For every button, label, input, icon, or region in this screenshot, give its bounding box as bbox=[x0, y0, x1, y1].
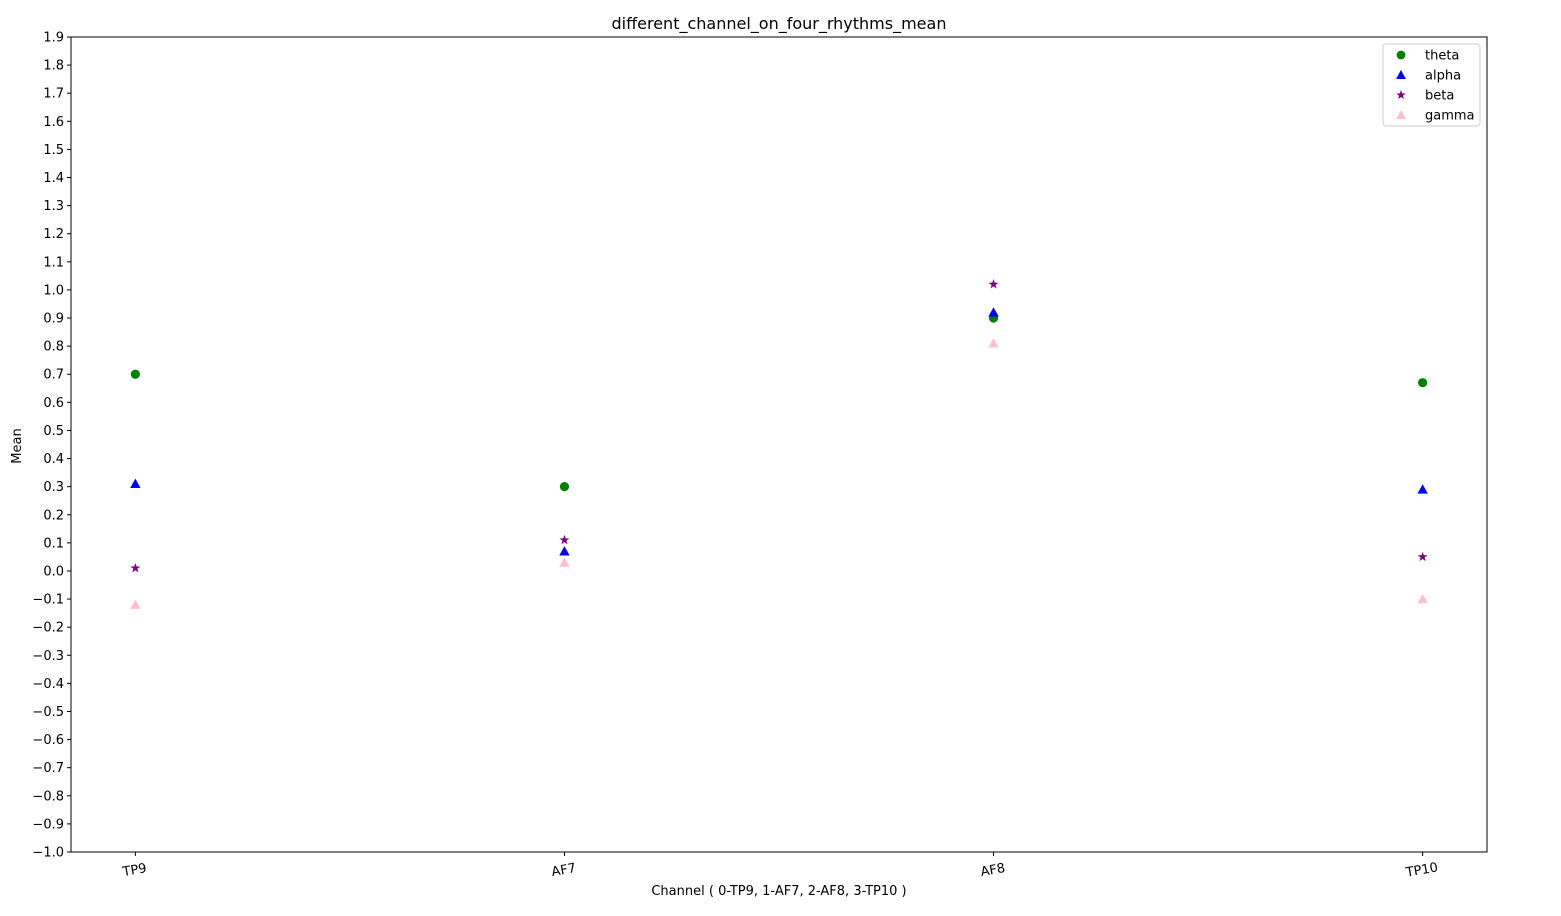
y-tick-label: 1.7 bbox=[43, 87, 64, 102]
y-tick-label: −0.2 bbox=[32, 621, 64, 636]
y-tick-label: 1.4 bbox=[43, 171, 64, 186]
alpha-point bbox=[130, 478, 141, 489]
legend-beta-marker bbox=[1396, 90, 1406, 99]
y-tick-label: 0.9 bbox=[43, 312, 64, 327]
gamma-point bbox=[1417, 593, 1428, 604]
y-tick-label: 1.2 bbox=[43, 227, 64, 242]
y-axis-ticks: −1.0 −0.9 −0.8 −0.7 −0.6 −0.5 −0.4 −0.3 −0.2 −0.1… bbox=[32, 31, 71, 861]
y-tick-label: −0.4 bbox=[32, 677, 64, 692]
x-axis-ticks: TP9 AF7 AF8 TP10 bbox=[121, 852, 1439, 881]
x-tick-label: TP9 bbox=[121, 861, 148, 880]
x-tick-label: AF7 bbox=[550, 861, 577, 880]
legend-box bbox=[1382, 43, 1481, 127]
y-tick-label: −1.0 bbox=[32, 846, 64, 861]
y-tick-label: 0.3 bbox=[43, 480, 64, 495]
y-tick-label: 1.0 bbox=[43, 283, 64, 298]
plot-area-frame bbox=[70, 36, 1488, 853]
alpha-point bbox=[1417, 484, 1428, 494]
y-tick-label: 0.6 bbox=[43, 396, 64, 411]
y-tick-label: −0.9 bbox=[32, 817, 64, 832]
y-tick-label: 1.9 bbox=[43, 31, 64, 46]
y-tick-label: 1.8 bbox=[43, 59, 64, 74]
y-tick-label: 0.4 bbox=[43, 452, 64, 467]
x-axis-label: Channel ( 0-TP9, 1-AF7, 2-AF8, 3-TP10 ) bbox=[651, 884, 906, 899]
gamma-point bbox=[130, 599, 141, 609]
beta-point bbox=[988, 279, 999, 289]
y-tick-label: 1.6 bbox=[43, 115, 64, 130]
alpha-point bbox=[559, 546, 570, 556]
beta-point bbox=[130, 562, 141, 573]
legend-gamma-label: gamma bbox=[1425, 109, 1475, 124]
theta-point bbox=[130, 369, 140, 379]
gamma-point bbox=[559, 557, 570, 567]
beta-point bbox=[559, 534, 570, 545]
y-tick-label: 0.2 bbox=[43, 508, 64, 523]
legend-alpha-label: alpha bbox=[1425, 69, 1461, 84]
alpha-point bbox=[988, 307, 999, 317]
y-tick-label: 1.1 bbox=[43, 255, 64, 270]
y-tick-label: −0.1 bbox=[32, 593, 64, 608]
y-axis-label: Mean bbox=[10, 428, 25, 463]
y-tick-label: −0.3 bbox=[32, 649, 64, 664]
y-tick-label: 0.5 bbox=[43, 424, 64, 439]
data-points bbox=[130, 279, 1428, 609]
y-tick-label: −0.7 bbox=[32, 761, 64, 776]
y-tick-label: 0.7 bbox=[43, 368, 64, 383]
legend-gamma-marker bbox=[1396, 110, 1406, 119]
y-tick-label: 0.0 bbox=[43, 564, 64, 579]
theta-point bbox=[1418, 378, 1428, 388]
y-tick-label: 1.3 bbox=[43, 199, 64, 214]
y-tick-label: −0.8 bbox=[32, 789, 64, 804]
beta-point bbox=[1417, 551, 1428, 562]
gamma-point bbox=[988, 338, 999, 348]
chart-title: different_channel_on_four_rhythms_mean bbox=[612, 14, 947, 34]
x-tick-label: TP10 bbox=[1404, 860, 1439, 881]
legend-theta-marker bbox=[1396, 50, 1406, 60]
legend-theta-label: theta bbox=[1425, 49, 1459, 64]
legend-alpha-marker bbox=[1396, 70, 1406, 79]
x-tick-label: AF8 bbox=[979, 861, 1006, 880]
y-tick-label: 0.1 bbox=[43, 536, 64, 551]
y-tick-label: 1.5 bbox=[43, 143, 64, 158]
y-tick-label: −0.5 bbox=[32, 705, 64, 720]
theta-point bbox=[559, 482, 570, 492]
legend: theta alpha beta gamma bbox=[1382, 43, 1481, 127]
y-tick-label: −0.6 bbox=[32, 733, 64, 748]
legend-beta-label: beta bbox=[1425, 89, 1454, 104]
y-tick-label: 0.8 bbox=[43, 340, 64, 355]
